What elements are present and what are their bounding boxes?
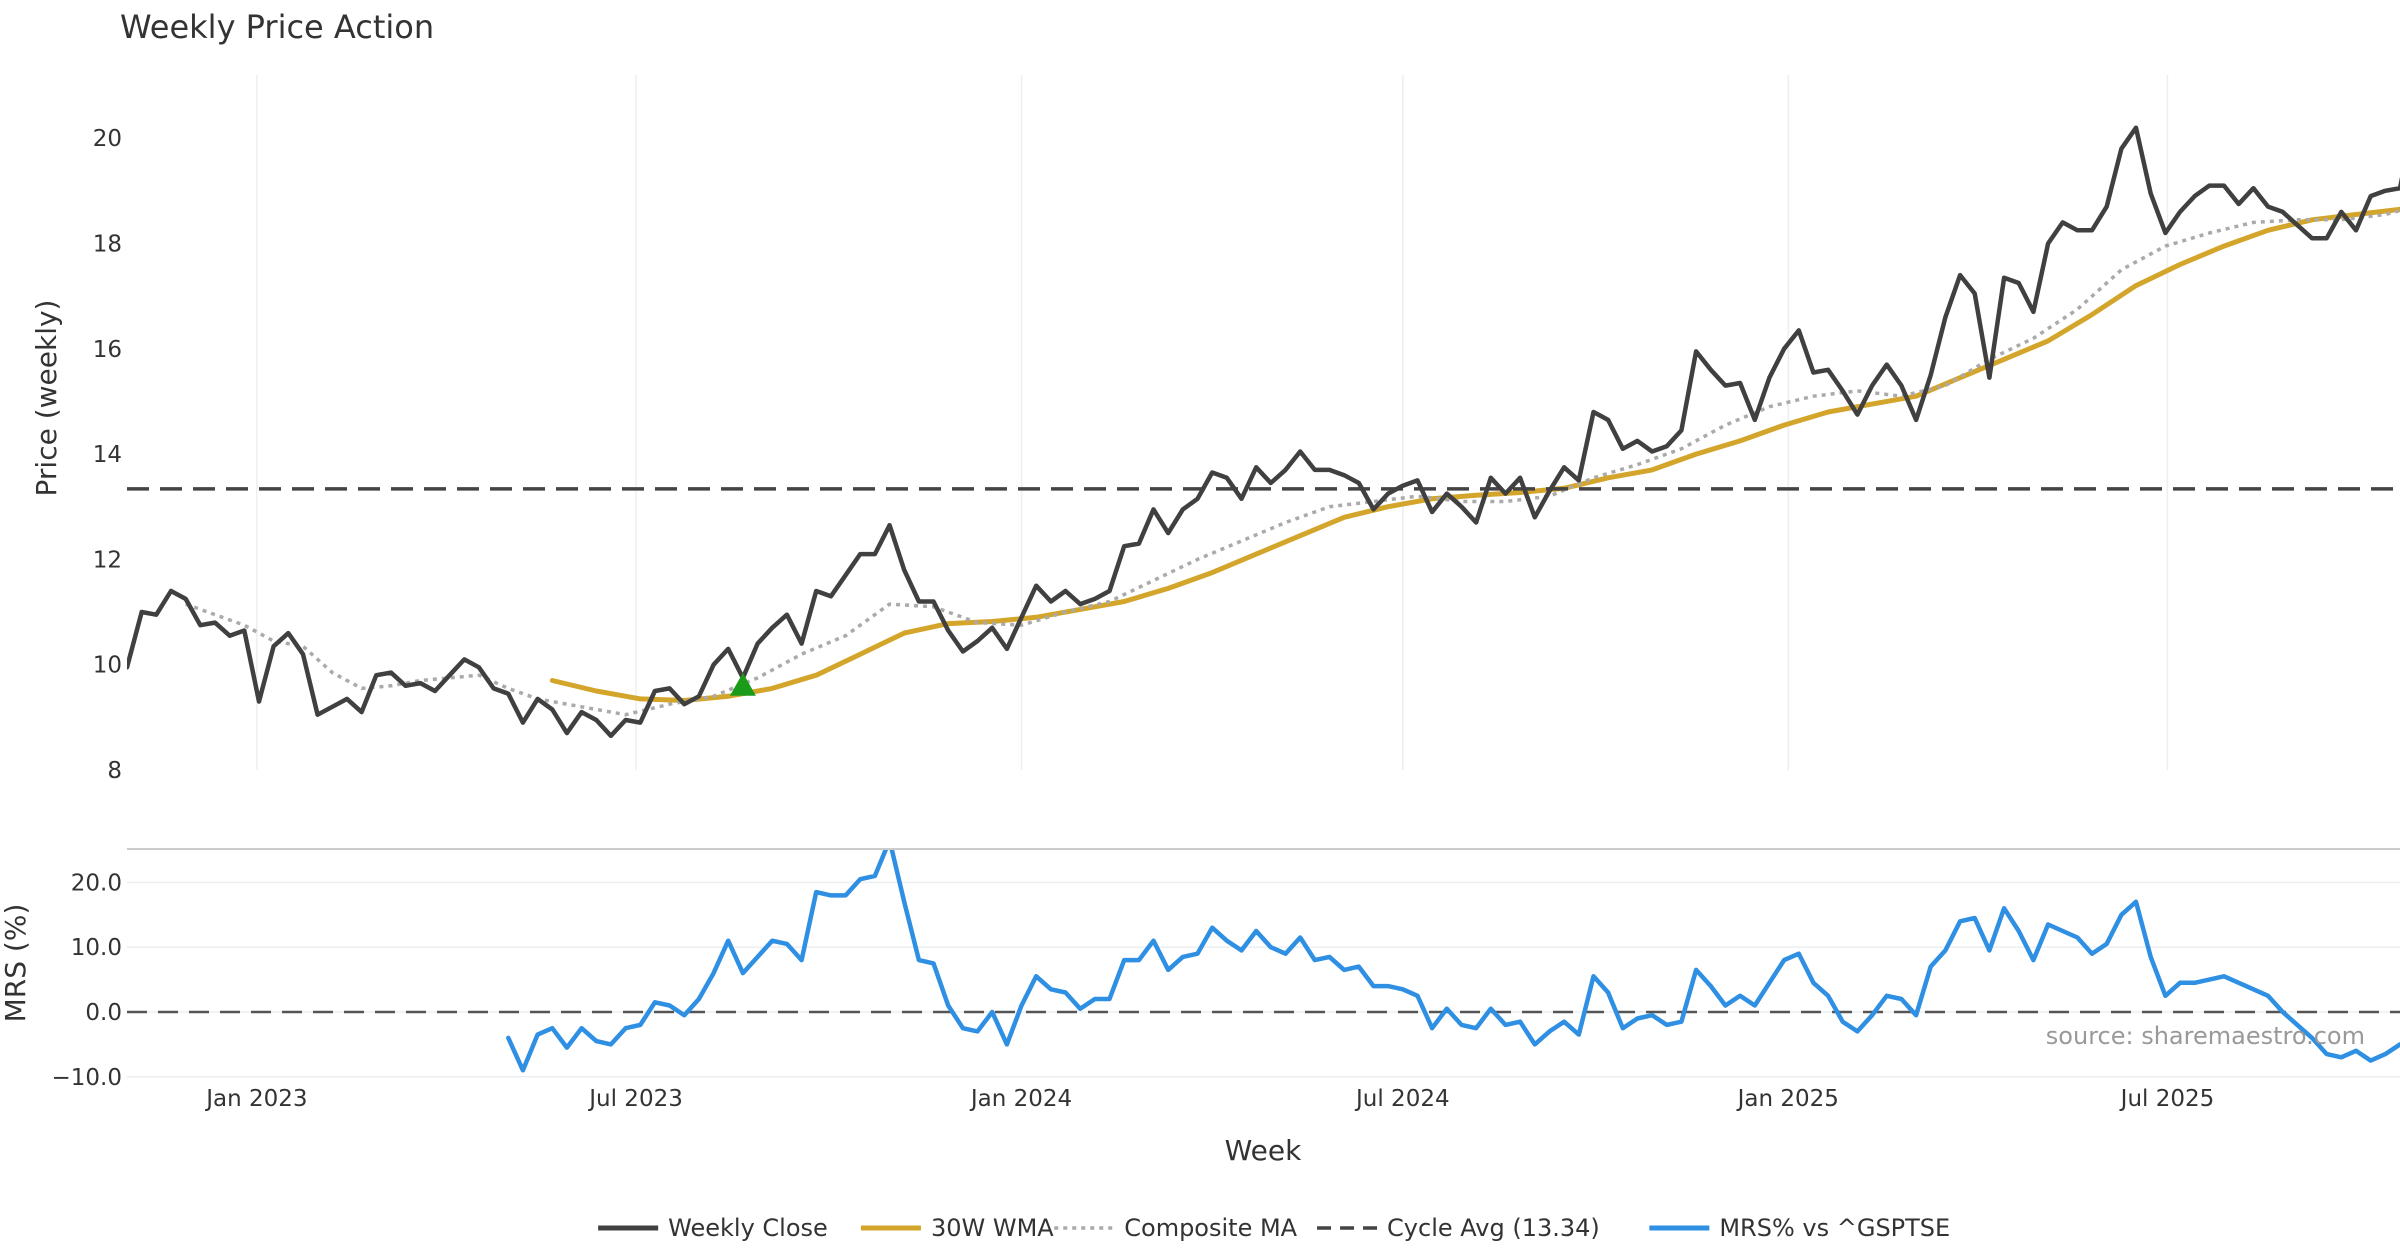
source-annotation: source: sharemaestro.com <box>2046 1022 2365 1050</box>
price-gridlines <box>256 75 2169 770</box>
x-tick-label: Jul 2025 <box>2119 1086 2215 1112</box>
legend: Weekly Close 30W WMA Composite MA Cycle Avg… <box>598 1214 1950 1242</box>
x-tick-label: Jan 2024 <box>969 1086 1072 1112</box>
x-tick-label: Jan 2025 <box>1736 1086 1839 1112</box>
mrs-y-tick-label: 10.0 <box>71 935 122 961</box>
mrs-y-axis: −10.0 0.0 10.0 20.0 <box>52 870 122 1090</box>
chart-title: Weekly Price Action <box>120 8 434 46</box>
price-plot-area <box>127 125 2400 739</box>
price-y-axis-label: Price (weekly) <box>30 300 63 497</box>
mrs-y-tick-label: 20.0 <box>71 870 122 896</box>
legend-label-composite-ma: Composite MA <box>1124 1214 1297 1242</box>
x-tick-label: Jul 2024 <box>1354 1086 1450 1112</box>
mrs-plot-area <box>127 850 2400 1073</box>
price-y-tick-label: 20 <box>93 126 122 152</box>
x-axis-label: Week <box>1225 1134 1302 1167</box>
x-axis: Jan 2023 Jul 2023 Jan 2024 Jul 2024 Jan 2025… <box>204 1086 2214 1112</box>
price-y-tick-label: 14 <box>93 442 122 468</box>
30w-wma-line <box>549 206 2400 703</box>
price-y-tick-label: 8 <box>107 758 122 784</box>
mrs-y-tick-label: −10.0 <box>52 1065 122 1091</box>
price-y-tick-label: 12 <box>93 547 122 573</box>
price-y-tick-label: 18 <box>93 231 122 257</box>
legend-label-mrs-vs-gsptse: MRS% vs ^GSPTSE <box>1719 1214 1950 1242</box>
price-y-tick-label: 16 <box>93 337 122 363</box>
x-tick-label: Jan 2023 <box>204 1086 307 1112</box>
mrs-line <box>506 850 2400 1073</box>
mrs-y-tick-label: 0.0 <box>85 1000 122 1026</box>
buy-signal-marker <box>729 672 756 696</box>
mrs-y-axis-label: MRS (%) <box>0 904 32 1023</box>
price-y-tick-label: 10 <box>93 653 122 679</box>
composite-ma-line <box>185 208 2400 717</box>
legend-label-weekly-close: Weekly Close <box>668 1214 828 1242</box>
price-y-axis: 8 10 12 14 16 18 20 <box>93 126 122 784</box>
legend-label-30w-wma: 30W WMA <box>931 1214 1054 1242</box>
legend-label-cycle-avg-13-34: Cycle Avg (13.34) <box>1387 1214 1600 1242</box>
weekly-close-line <box>127 125 2400 739</box>
x-tick-label: Jul 2023 <box>587 1086 683 1112</box>
